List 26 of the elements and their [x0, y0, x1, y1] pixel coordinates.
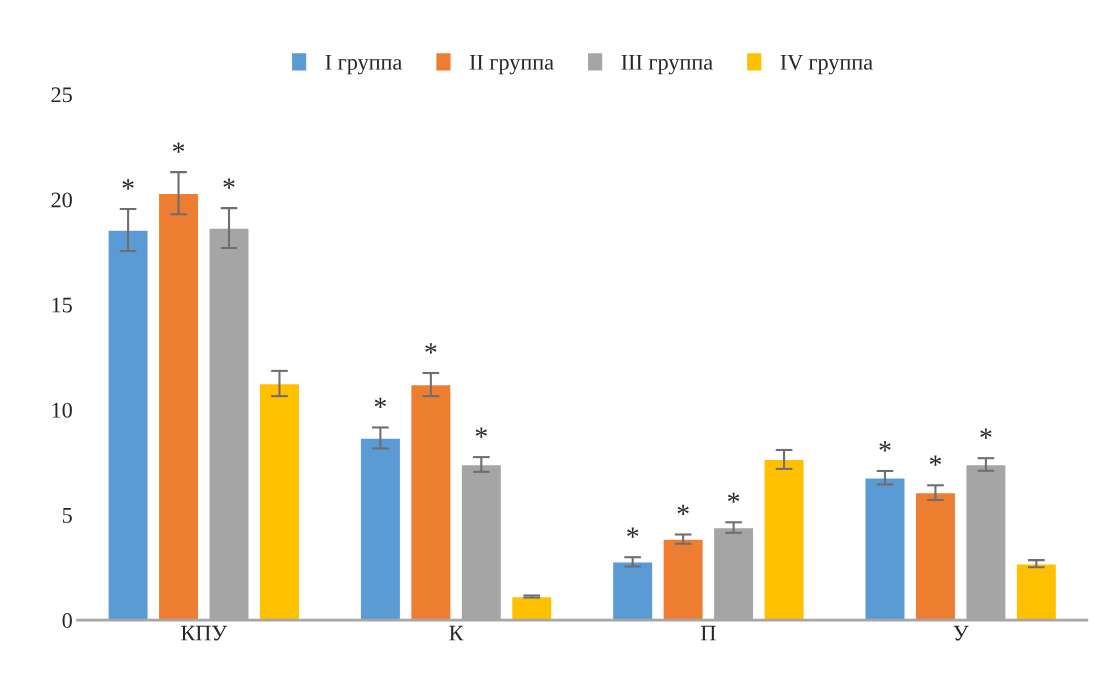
y-tick-label: 25 [51, 87, 72, 103]
data-label: * [475, 427, 487, 438]
data-label: * [122, 179, 134, 190]
data-label: * [728, 492, 740, 503]
data-label: * [980, 428, 992, 439]
x-tick-label: К [449, 625, 464, 641]
y-tick-label: 15 [52, 297, 72, 313]
y-tick-label: 5 [62, 508, 72, 523]
x-tick-label: У [953, 625, 969, 641]
data-label: * [172, 142, 185, 153]
data-label: * [879, 441, 891, 452]
legend-label: III группа [621, 55, 713, 75]
x-tick-label: П [700, 625, 716, 641]
x-tick-label: КПУ [181, 625, 228, 641]
data-label: * [929, 455, 942, 466]
legend-label: I группа [325, 55, 403, 75]
y-tick-label: 0 [62, 613, 72, 629]
data-label: * [374, 397, 386, 408]
y-tick-label: 20 [51, 192, 72, 208]
data-label: * [627, 527, 639, 538]
data-label: * [223, 178, 235, 189]
legend-label: IV группа [780, 55, 873, 75]
legend-label: II группа [469, 55, 554, 75]
y-tick-label: 10 [52, 402, 72, 418]
data-label: * [425, 343, 437, 354]
data-label: * [677, 504, 689, 516]
